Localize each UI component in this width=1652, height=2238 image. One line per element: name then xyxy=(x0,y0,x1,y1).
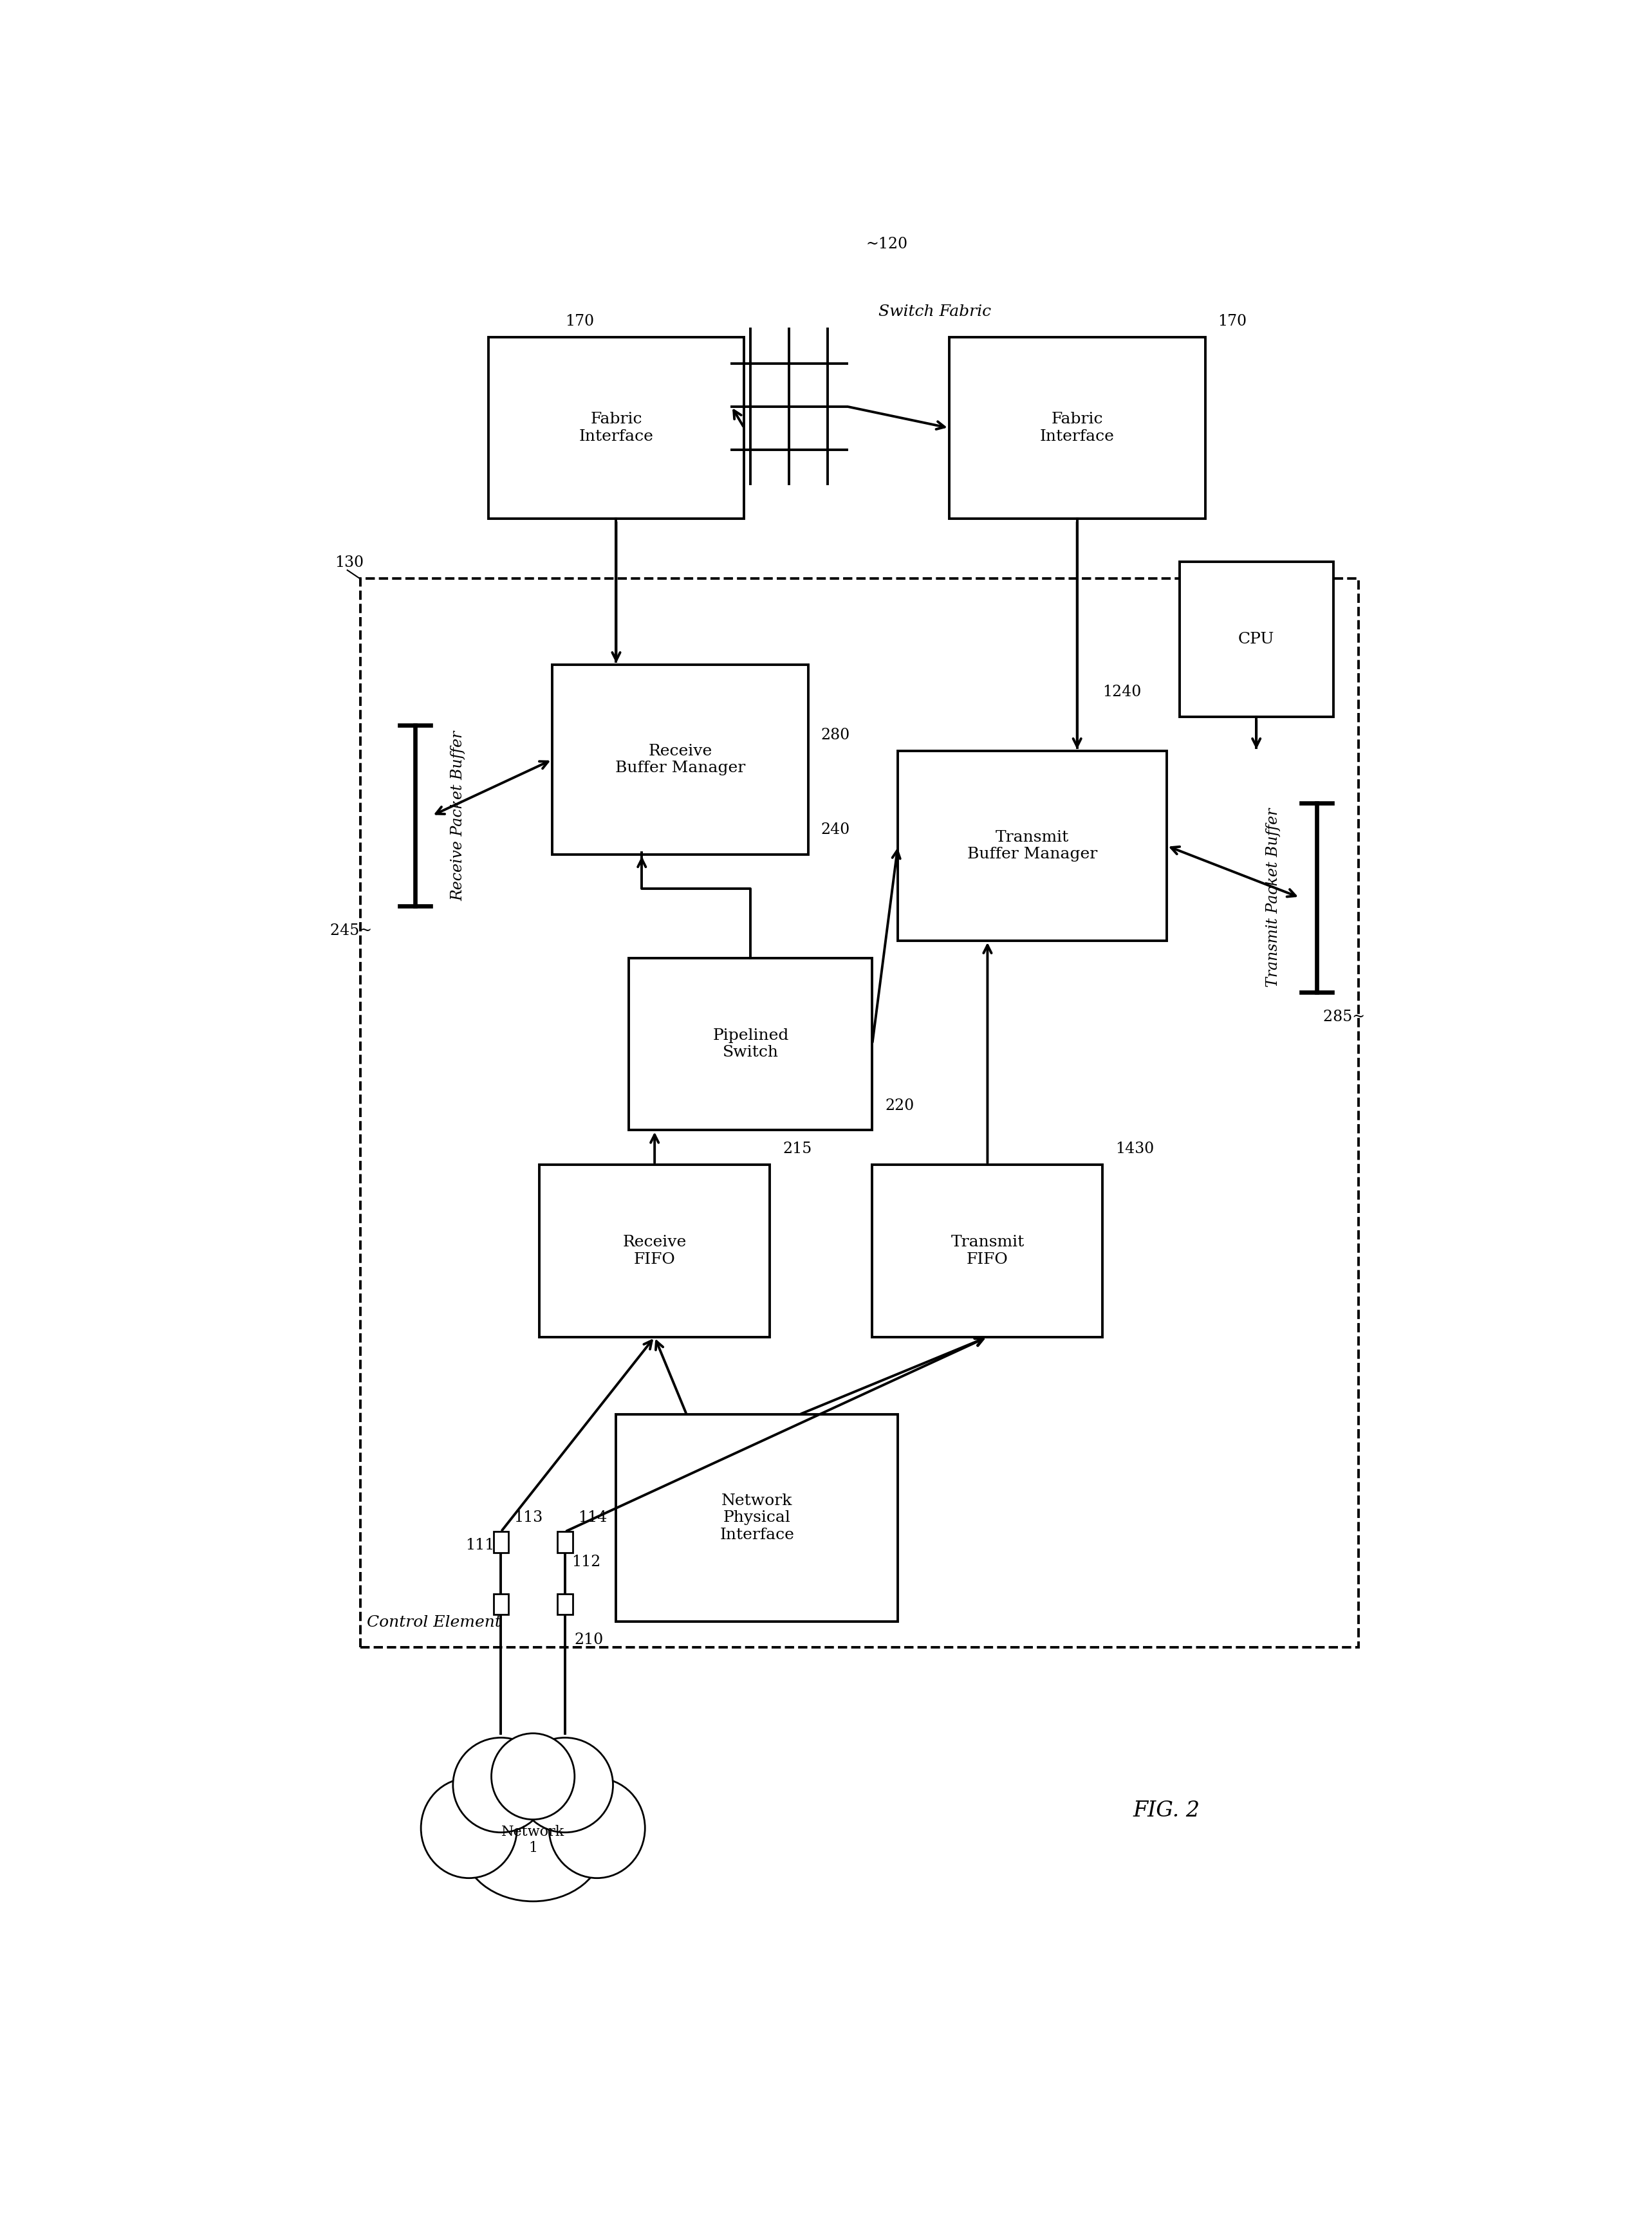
Text: 280: 280 xyxy=(821,727,851,743)
Text: Transmit
Buffer Manager: Transmit Buffer Manager xyxy=(966,830,1097,862)
Text: 215: 215 xyxy=(783,1141,811,1157)
Text: CPU: CPU xyxy=(1239,631,1274,647)
FancyBboxPatch shape xyxy=(899,752,1166,940)
Ellipse shape xyxy=(548,1779,644,1878)
Text: Network
Physical
Interface: Network Physical Interface xyxy=(720,1493,795,1542)
FancyBboxPatch shape xyxy=(540,1164,770,1336)
FancyBboxPatch shape xyxy=(489,338,745,519)
Text: 170: 170 xyxy=(565,313,595,329)
Text: Receive Packet Buffer: Receive Packet Buffer xyxy=(451,730,466,900)
Text: FIG. 2: FIG. 2 xyxy=(1133,1802,1201,1822)
Text: 210: 210 xyxy=(575,1632,603,1647)
Text: Fabric
Interface: Fabric Interface xyxy=(578,412,654,443)
Text: 1430: 1430 xyxy=(1115,1141,1155,1157)
FancyBboxPatch shape xyxy=(948,338,1206,519)
Text: 130: 130 xyxy=(334,555,363,571)
FancyBboxPatch shape xyxy=(872,1164,1104,1336)
Text: Transmit
FIFO: Transmit FIFO xyxy=(950,1235,1024,1267)
FancyBboxPatch shape xyxy=(616,1414,899,1620)
Ellipse shape xyxy=(517,1737,613,1833)
Ellipse shape xyxy=(491,1732,575,1819)
Text: 1240: 1240 xyxy=(1102,685,1142,698)
Ellipse shape xyxy=(453,1737,548,1833)
Text: Transmit Packet Buffer: Transmit Packet Buffer xyxy=(1265,808,1280,987)
Text: ~120: ~120 xyxy=(866,237,907,251)
Text: Receive
FIFO: Receive FIFO xyxy=(623,1235,687,1267)
Text: Pipelined
Switch: Pipelined Switch xyxy=(712,1027,788,1061)
Text: Switch Fabric: Switch Fabric xyxy=(879,304,991,320)
Bar xyxy=(494,1593,509,1614)
Text: 111: 111 xyxy=(466,1538,494,1553)
Text: 113: 113 xyxy=(514,1511,544,1524)
Text: 170: 170 xyxy=(1218,313,1247,329)
FancyBboxPatch shape xyxy=(1180,562,1333,716)
Text: 285~: 285~ xyxy=(1323,1009,1370,1025)
Text: 240: 240 xyxy=(821,821,851,837)
Ellipse shape xyxy=(463,1790,603,1902)
FancyBboxPatch shape xyxy=(552,665,808,855)
Text: 114: 114 xyxy=(578,1511,606,1524)
Text: 245~: 245~ xyxy=(330,924,377,938)
Text: Control Element: Control Element xyxy=(367,1616,501,1629)
FancyBboxPatch shape xyxy=(629,958,872,1130)
Bar xyxy=(494,1531,509,1553)
Text: 220: 220 xyxy=(885,1099,914,1112)
Text: Fabric
Interface: Fabric Interface xyxy=(1039,412,1115,443)
Text: 112: 112 xyxy=(572,1555,601,1569)
Bar xyxy=(557,1531,573,1553)
Ellipse shape xyxy=(421,1779,517,1878)
Bar xyxy=(557,1593,573,1614)
Text: Receive
Buffer Manager: Receive Buffer Manager xyxy=(615,743,745,777)
Text: Network
1: Network 1 xyxy=(501,1824,565,1855)
